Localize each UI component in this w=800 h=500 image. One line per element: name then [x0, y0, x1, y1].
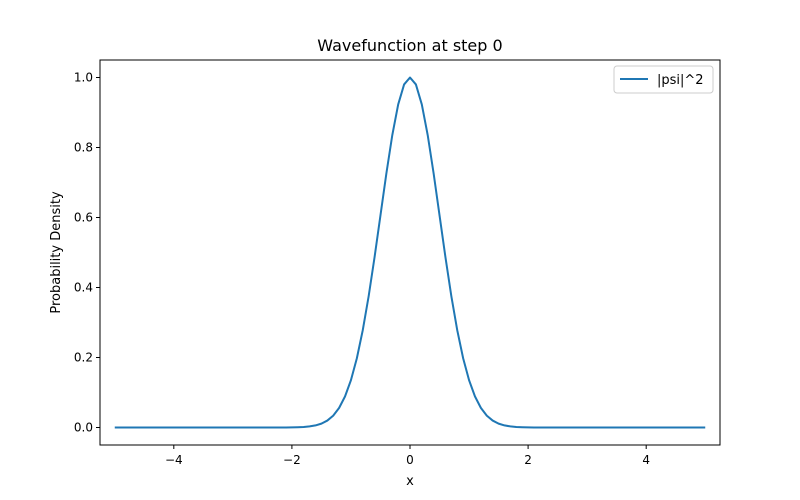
y-axis-label: Probability Density — [49, 191, 64, 314]
legend-label-psi: |psi|^2 — [657, 73, 704, 88]
x-tick-label: −2 — [283, 453, 301, 467]
y-tick-label: 0.4 — [74, 281, 93, 295]
y-tick-label: 0.8 — [74, 141, 93, 155]
x-tick-label: 0 — [406, 453, 414, 467]
y-tick-label: 0.6 — [74, 211, 93, 225]
x-axis: −4 −2 0 2 4 — [165, 445, 650, 467]
y-tick-label: 0.2 — [74, 351, 93, 365]
plot-area — [99, 59, 721, 446]
y-tick-label: 0.0 — [74, 421, 93, 435]
chart-title: Wavefunction at step 0 — [317, 36, 502, 55]
x-tick-label: 2 — [524, 453, 532, 467]
series-line-psi — [114, 76, 706, 429]
legend: |psi|^2 — [613, 65, 714, 94]
x-tick-label: 4 — [642, 453, 650, 467]
series-layer — [114, 76, 706, 429]
plot-frame — [99, 59, 721, 446]
x-tick-label: −4 — [165, 453, 183, 467]
legend-box — [613, 65, 714, 94]
x-axis-label: x — [406, 474, 414, 489]
y-tick-label: 1.0 — [74, 71, 93, 85]
y-axis: 0.0 0.2 0.4 0.6 0.8 1.0 — [74, 71, 100, 435]
